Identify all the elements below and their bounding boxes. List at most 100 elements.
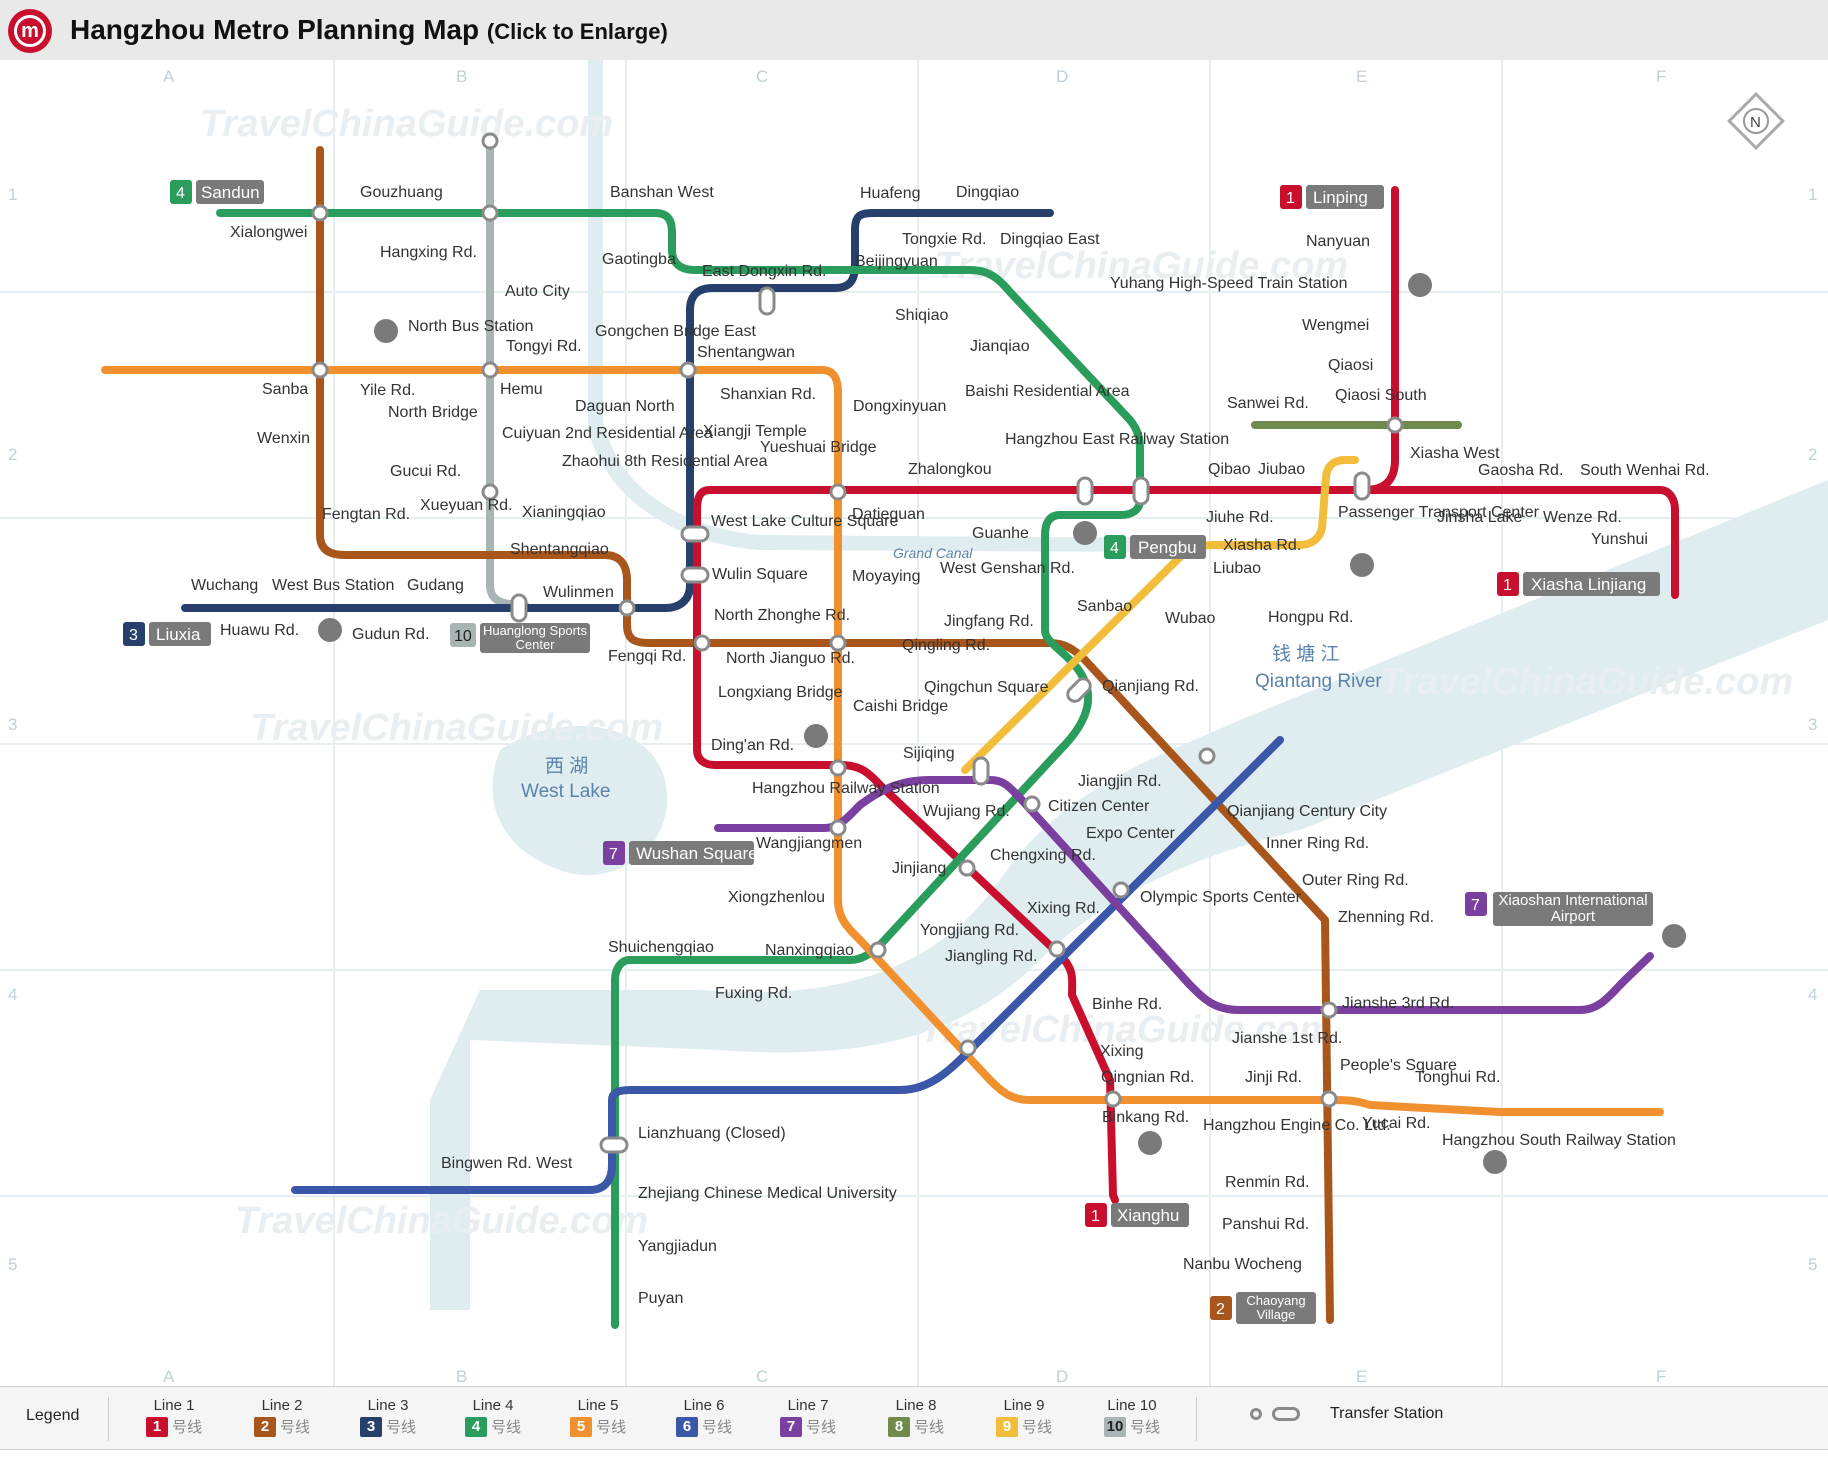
transfer-station[interactable] xyxy=(1104,1090,1122,1108)
station-label[interactable]: Qingling Rd. xyxy=(902,637,990,654)
station-label[interactable]: Citizen Center xyxy=(1048,798,1150,815)
station-label[interactable]: Jiangling Rd. xyxy=(945,948,1038,965)
station-label[interactable]: North Jianguo Rd. xyxy=(726,650,855,667)
station-label[interactable]: Ding'an Rd. xyxy=(711,737,794,754)
page-title[interactable]: Hangzhou Metro Planning Map (Click to En… xyxy=(70,14,668,46)
station-label[interactable]: Sanbao xyxy=(1077,598,1132,615)
transfer-station[interactable] xyxy=(1320,1001,1338,1019)
station-label[interactable]: Banshan West xyxy=(610,184,714,201)
transfer-station[interactable] xyxy=(481,361,499,379)
transfer-station-pill[interactable] xyxy=(680,566,710,584)
station-label[interactable]: Gaosha Rd. xyxy=(1478,462,1563,479)
station-label[interactable]: Hangzhou Railway Station xyxy=(752,780,940,797)
station-label[interactable]: Qianjiang Century City xyxy=(1227,803,1387,820)
station-label[interactable]: Fuxing Rd. xyxy=(715,985,792,1002)
transfer-station-pill[interactable] xyxy=(510,593,528,623)
station-label[interactable]: Qiaosi xyxy=(1328,357,1373,374)
transfer-station[interactable] xyxy=(1048,940,1066,958)
station-label[interactable]: Yile Rd. xyxy=(360,382,415,399)
station-label[interactable]: Dingqiao East xyxy=(1000,231,1100,248)
station-label[interactable]: Xixing Rd. xyxy=(1027,900,1100,917)
enlarge-link[interactable]: (Click to Enlarge) xyxy=(486,19,668,44)
station-label[interactable]: Longxiang Bridge xyxy=(718,684,843,701)
station-label[interactable]: Inner Ring Rd. xyxy=(1266,835,1369,852)
station-label[interactable]: Caishi Bridge xyxy=(853,698,948,715)
transfer-station[interactable] xyxy=(869,941,887,959)
legend-line-6[interactable]: Line 6 6 号线 xyxy=(664,1397,744,1437)
transfer-station[interactable] xyxy=(618,599,636,617)
transfer-station-pill[interactable] xyxy=(1132,476,1150,506)
station-label[interactable]: Jiangjin Rd. xyxy=(1078,773,1162,790)
terminal-badge[interactable]: 4 Pengbu xyxy=(1104,535,1206,559)
station-label[interactable]: Jianshe 3rd Rd. xyxy=(1342,995,1454,1012)
terminal-badge[interactable]: 3 Liuxia xyxy=(123,622,211,646)
terminal-badge[interactable]: 10 Huanglong Sports Center xyxy=(450,623,590,653)
station-label[interactable]: Sanwei Rd. xyxy=(1227,395,1309,412)
station-label[interactable]: Bingwen Rd. West xyxy=(441,1155,573,1172)
station-label[interactable]: Hemu xyxy=(500,381,543,398)
station-label[interactable]: Hangzhou Engine Co. Ltd. xyxy=(1203,1117,1391,1134)
station-label[interactable]: People's Square xyxy=(1340,1057,1457,1074)
station-label[interactable]: Yueshuai Bridge xyxy=(760,439,877,456)
station-label[interactable]: Dongxinyuan xyxy=(853,398,946,415)
station-label[interactable]: North Zhonghe Rd. xyxy=(714,607,850,624)
station-label[interactable]: Gongchen Bridge East xyxy=(595,323,757,340)
transfer-station[interactable] xyxy=(958,859,976,877)
station-label[interactable]: Xianingqiao xyxy=(522,504,606,521)
station-label[interactable]: Shentangwan xyxy=(697,344,795,361)
station-label[interactable]: Nanxingqiao xyxy=(765,942,854,959)
station-label[interactable]: West Lake Culture Square xyxy=(711,513,898,530)
station-label[interactable]: Shiqiao xyxy=(895,307,948,324)
station-label[interactable]: Nanyuan xyxy=(1306,233,1370,250)
transfer-station-pill[interactable] xyxy=(1353,471,1371,501)
station-label[interactable]: Xiasha Rd. xyxy=(1223,537,1301,554)
transfer-station[interactable] xyxy=(1023,795,1041,813)
station-label[interactable]: Tongyi Rd. xyxy=(506,338,582,355)
station-label[interactable]: Beijingyuan xyxy=(855,253,938,270)
station-label[interactable]: Moyaying xyxy=(852,568,920,585)
transfer-station[interactable] xyxy=(1112,881,1130,899)
station-label[interactable]: Yucai Rd. xyxy=(1362,1115,1430,1132)
transfer-station[interactable] xyxy=(1386,416,1404,434)
transfer-station[interactable] xyxy=(481,132,499,150)
station-label[interactable]: Huawu Rd. xyxy=(220,622,299,639)
transfer-station-pill[interactable] xyxy=(1065,676,1093,704)
legend-line-10[interactable]: Line 10 10 号线 xyxy=(1092,1397,1172,1437)
terminal-badge[interactable]: 1 Xiasha Linjiang xyxy=(1497,572,1660,596)
station-label[interactable]: Shentangqiao xyxy=(510,541,609,558)
transfer-station[interactable] xyxy=(679,361,697,379)
station-label[interactable]: Baishi Residential Area xyxy=(965,383,1130,400)
legend-line-9[interactable]: Line 9 9 号线 xyxy=(984,1397,1064,1437)
station-label[interactable]: North Bridge xyxy=(388,404,478,421)
legend-line-8[interactable]: Line 8 8 号线 xyxy=(876,1397,956,1437)
station-label[interactable]: Gudang xyxy=(407,577,464,594)
station-label[interactable]: Datieguan xyxy=(852,506,925,523)
terminal-badge[interactable]: 1 Xianghu xyxy=(1085,1203,1189,1227)
station-label[interactable]: Yuhang High-Speed Train Station xyxy=(1110,275,1348,292)
station-label[interactable]: Jinsha Lake xyxy=(1437,509,1522,526)
legend-line-4[interactable]: Line 4 4 号线 xyxy=(453,1397,533,1437)
station-label[interactable]: Qingchun Square xyxy=(924,679,1049,696)
transfer-station[interactable] xyxy=(693,634,711,652)
station-label[interactable]: North Bus Station xyxy=(408,318,533,335)
station-label[interactable]: Xialongwei xyxy=(230,224,307,241)
station-label[interactable]: Hangzhou East Railway Station xyxy=(1005,431,1229,448)
transfer-station[interactable] xyxy=(829,759,847,777)
station-label[interactable]: Nanbu Wocheng xyxy=(1183,1256,1302,1273)
station-label[interactable]: Qingnian Rd. xyxy=(1101,1069,1194,1086)
station-label[interactable]: Shuichengqiao xyxy=(608,939,714,956)
station-label[interactable]: South Wenhai Rd. xyxy=(1580,462,1710,479)
station-label[interactable]: Wuchang xyxy=(191,577,258,594)
legend-line-7[interactable]: Line 7 7 号线 xyxy=(768,1397,848,1437)
station-label[interactable]: Daguan North xyxy=(575,398,675,415)
station-label[interactable]: Gouzhuang xyxy=(360,184,443,201)
station-label[interactable]: Xiangji Temple xyxy=(703,423,807,440)
terminal-badge[interactable]: 2 Chaoyang Village xyxy=(1210,1292,1316,1324)
station-label[interactable]: Guanhe xyxy=(972,525,1029,542)
transfer-station-pill[interactable] xyxy=(1076,476,1094,506)
station-label[interactable]: Fengqi Rd. xyxy=(608,648,686,665)
station-label[interactable]: Yangjiadun xyxy=(638,1238,717,1255)
station-label[interactable]: Zhaohui 8th Residential Area xyxy=(562,453,768,470)
station-label[interactable]: Sanba xyxy=(262,381,308,398)
station-label[interactable]: Lianzhuang (Closed) xyxy=(638,1125,786,1142)
